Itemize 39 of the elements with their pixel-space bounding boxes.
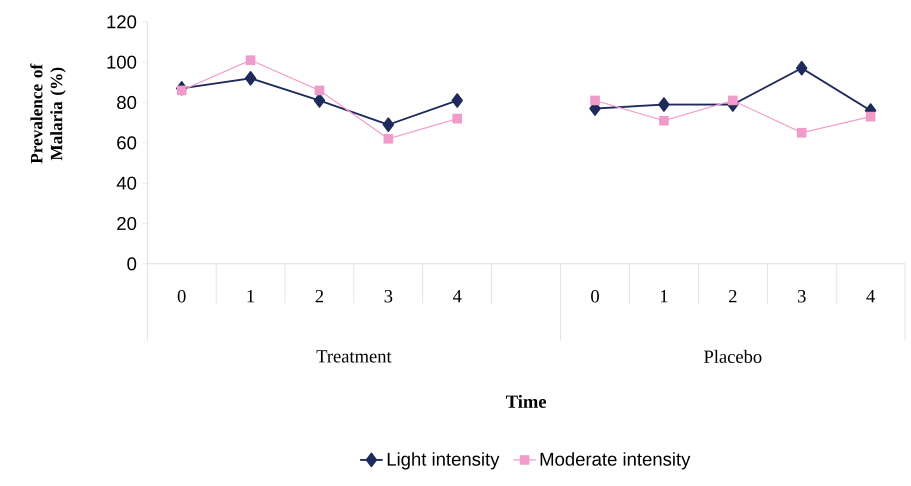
x-tick-label: 4 xyxy=(866,290,875,302)
x-tick-label: 0 xyxy=(591,290,599,303)
point xyxy=(452,114,462,124)
x-tick-label: 3 xyxy=(798,290,806,302)
point xyxy=(382,117,394,132)
point xyxy=(176,86,186,96)
x-tick-label: 2 xyxy=(729,290,736,302)
legend-label: Moderate intensity xyxy=(540,452,690,470)
x-tick-label: 2 xyxy=(316,290,324,302)
point xyxy=(728,96,738,106)
x-tick-label: 0 xyxy=(178,290,186,303)
point xyxy=(384,134,394,144)
point xyxy=(314,93,326,108)
x-tick-label: 1 xyxy=(248,290,254,302)
y-tick-label: 0 xyxy=(127,257,136,270)
point xyxy=(796,128,807,138)
point xyxy=(659,116,669,126)
y-tick-label: 60 xyxy=(117,136,136,150)
point xyxy=(796,60,808,76)
text: Placebo xyxy=(704,350,762,363)
point xyxy=(658,97,670,112)
x-tick-label: 4 xyxy=(452,290,462,302)
text: Treatment xyxy=(316,350,392,363)
y-tick-label: 120 xyxy=(107,15,136,28)
x-tick-label: 3 xyxy=(384,290,392,302)
point xyxy=(246,55,256,65)
point xyxy=(866,112,876,122)
y-tick-label: 20 xyxy=(117,216,136,230)
x-axis-title: Time xyxy=(506,394,546,408)
point xyxy=(314,86,324,96)
x-tick-label: 1 xyxy=(660,290,668,302)
y-tick-label: 40 xyxy=(116,176,136,190)
point xyxy=(590,96,600,106)
point xyxy=(452,93,463,108)
y-axis-title: Prevalence of Malaria (%) xyxy=(30,64,66,164)
y-tick-label: 80 xyxy=(117,96,136,110)
point xyxy=(244,71,256,86)
y-tick-label: 100 xyxy=(107,56,136,69)
legend-label: Light intensity xyxy=(388,452,500,470)
